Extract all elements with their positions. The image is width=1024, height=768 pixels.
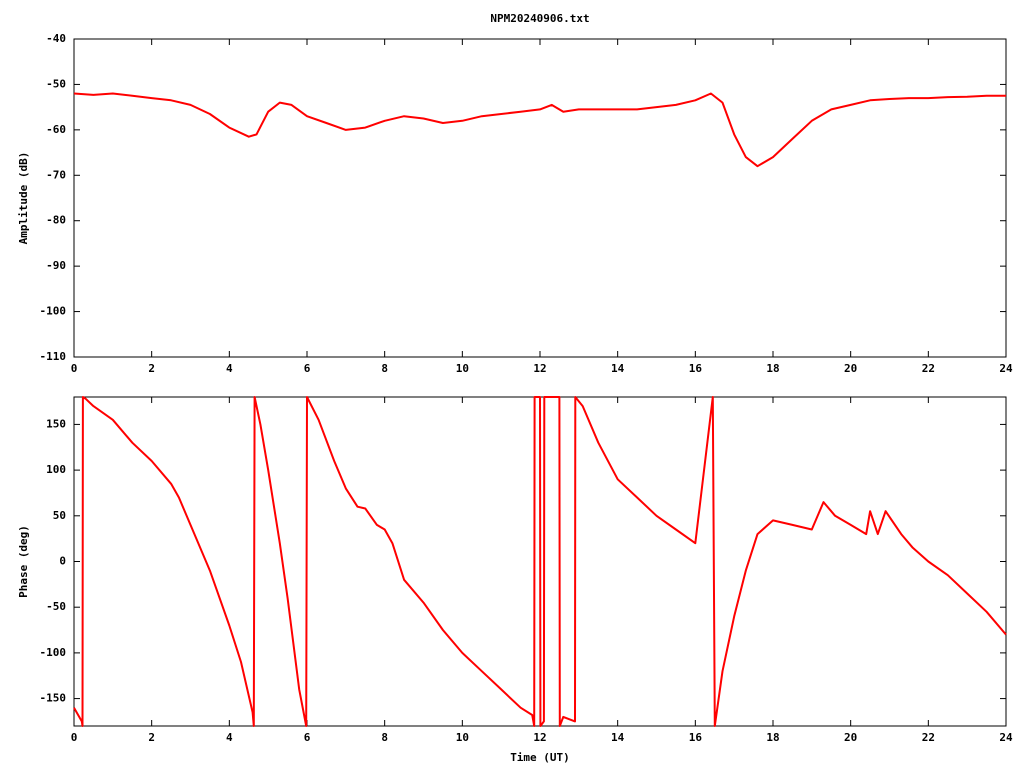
y-tick-label: -90 bbox=[46, 259, 66, 272]
x-tick-label: 8 bbox=[381, 362, 388, 375]
x-tick-label: 22 bbox=[922, 731, 935, 744]
x-tick-label: 14 bbox=[611, 731, 625, 744]
x-tick-label: 16 bbox=[689, 731, 703, 744]
x-tick-label: 16 bbox=[689, 362, 703, 375]
x-tick-label: 18 bbox=[766, 362, 779, 375]
y-tick-label: -110 bbox=[40, 350, 67, 363]
y-tick-label: -150 bbox=[40, 692, 67, 705]
x-tick-label: 18 bbox=[766, 731, 779, 744]
x-tick-label: 10 bbox=[456, 362, 469, 375]
data-line bbox=[73, 92, 1006, 168]
x-tick-label: 8 bbox=[381, 731, 388, 744]
x-tick-label: 4 bbox=[226, 362, 233, 375]
y-tick-label: -70 bbox=[46, 168, 66, 181]
data-line bbox=[73, 396, 1007, 727]
x-tick-label: 6 bbox=[304, 362, 311, 375]
x-tick-label: 22 bbox=[922, 362, 935, 375]
y-tick-label: -100 bbox=[40, 646, 67, 659]
x-tick-label: 12 bbox=[533, 731, 546, 744]
x-tick-label: 24 bbox=[999, 731, 1013, 744]
x-tick-label: 4 bbox=[226, 731, 233, 744]
x-tick-label: 0 bbox=[71, 731, 78, 744]
x-tick-label: 14 bbox=[611, 362, 625, 375]
x-tick-label: 6 bbox=[304, 731, 311, 744]
y-tick-label: -50 bbox=[46, 77, 66, 90]
x-tick-label: 12 bbox=[533, 362, 546, 375]
y-tick-label: 100 bbox=[46, 463, 66, 476]
y-tick-label: -40 bbox=[46, 32, 66, 45]
y-tick-label: 0 bbox=[59, 555, 66, 568]
x-tick-label: 20 bbox=[844, 362, 857, 375]
y-tick-label: -60 bbox=[46, 123, 66, 136]
y-axis-label: Amplitude (dB) bbox=[17, 152, 30, 245]
x-tick-label: 10 bbox=[456, 731, 469, 744]
y-tick-label: -100 bbox=[40, 305, 67, 318]
y-tick-label: -80 bbox=[46, 214, 66, 227]
y-axis-label: Phase (deg) bbox=[17, 525, 30, 598]
x-tick-label: 2 bbox=[148, 731, 155, 744]
x-axis-label: Time (UT) bbox=[510, 751, 570, 764]
y-tick-label: 50 bbox=[53, 509, 66, 522]
chart-title: NPM20240906.txt bbox=[490, 12, 589, 25]
x-tick-label: 20 bbox=[844, 731, 857, 744]
x-tick-label: 2 bbox=[148, 362, 155, 375]
x-tick-label: 0 bbox=[71, 362, 78, 375]
x-tick-label: 24 bbox=[999, 362, 1013, 375]
y-tick-label: -50 bbox=[46, 600, 66, 613]
y-tick-label: 150 bbox=[46, 417, 66, 430]
